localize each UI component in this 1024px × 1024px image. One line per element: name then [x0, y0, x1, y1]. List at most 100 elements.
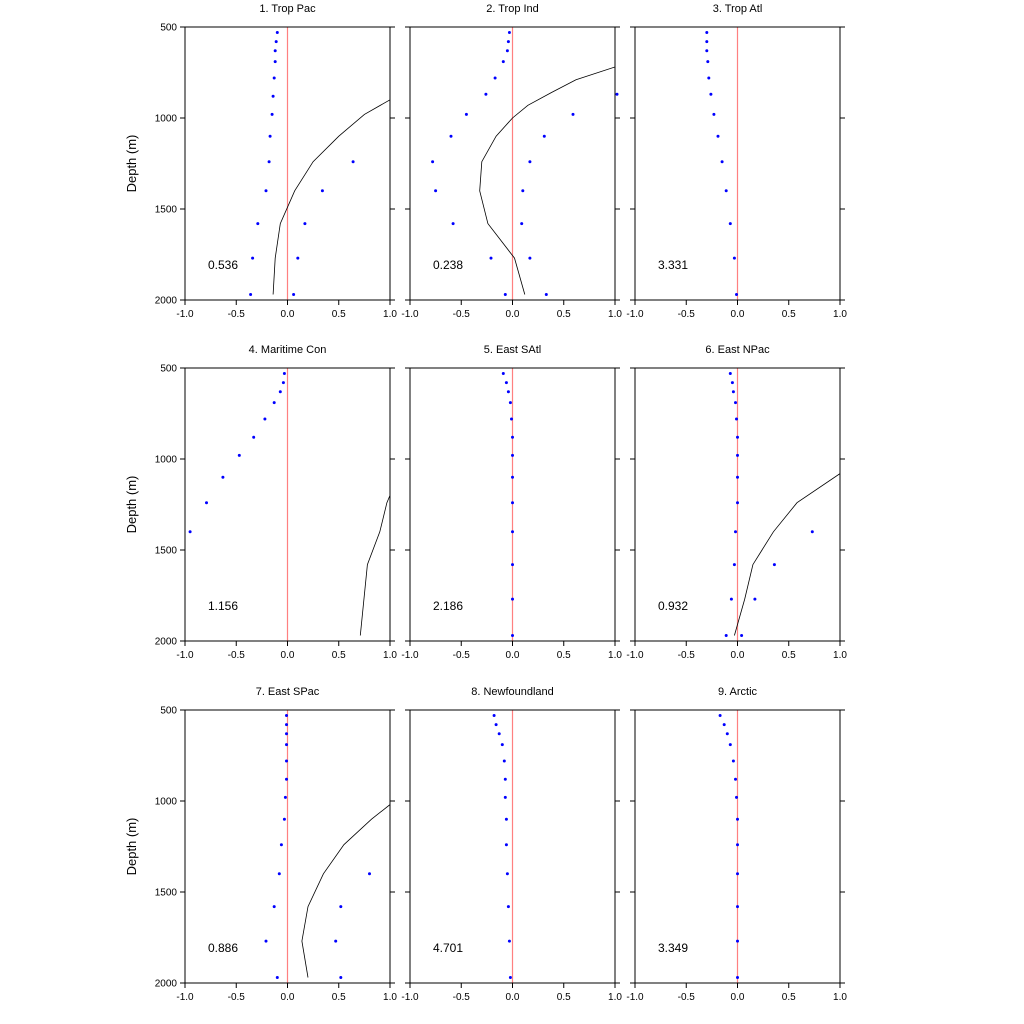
data-point [271, 94, 275, 98]
panel-annotation: 0.886 [208, 941, 238, 955]
y-tick-label: 1000 [155, 114, 178, 125]
x-tick-label: 0.0 [506, 992, 520, 1003]
data-point [279, 843, 283, 847]
data-point [736, 501, 739, 505]
data-point [740, 634, 744, 637]
panel-annotation: 3.349 [658, 941, 688, 955]
data-point [705, 49, 709, 53]
x-tick-label: 0.0 [281, 992, 295, 1003]
data-point [285, 777, 288, 781]
data-point [296, 256, 300, 260]
data-point [273, 49, 277, 53]
data-point [267, 160, 271, 164]
data-point [706, 60, 710, 64]
data-point [501, 60, 505, 64]
x-tick-label: -1.0 [626, 650, 644, 661]
data-point [521, 189, 525, 193]
x-tick-label: -0.5 [228, 309, 246, 320]
panel-annotation: 1.156 [208, 599, 238, 613]
data-point [292, 293, 296, 296]
x-tick-label: 1.0 [608, 992, 622, 1003]
data-point [571, 112, 575, 116]
data-point [506, 40, 510, 44]
data-point [272, 905, 276, 909]
data-point [282, 372, 286, 375]
data-point [505, 872, 509, 876]
data-point [502, 759, 506, 763]
data-point [506, 390, 510, 394]
data-point [734, 530, 737, 534]
x-tick-label: 0.5 [557, 650, 571, 661]
panel-title: 4. Maritime Con [249, 344, 327, 356]
panel-4: -1.0 -0.5 0.0 0.5 1.0 500 1000 1500 2000 4. Marit… [124, 344, 397, 661]
data-point [351, 160, 355, 164]
data-point [252, 435, 256, 439]
data-point [368, 872, 371, 876]
data-point [278, 390, 282, 394]
y-tick-label: 1000 [155, 797, 178, 808]
data-point [728, 222, 732, 226]
x-tick-label: 1.0 [608, 650, 622, 661]
data-point [728, 372, 732, 375]
data-point [736, 905, 739, 909]
x-tick-label: -1.0 [401, 650, 419, 661]
data-point [736, 453, 739, 457]
data-point [736, 939, 739, 943]
panel-annotation: 0.238 [433, 258, 463, 272]
data-point [730, 381, 734, 385]
profile-curve [479, 66, 615, 295]
data-point [431, 160, 435, 164]
data-point [736, 475, 739, 479]
panel-9: -1.0 -0.5 0.0 0.5 1.0 9. Arctic 3.349 [626, 686, 847, 1003]
data-point [511, 475, 514, 479]
data-point [732, 256, 736, 260]
panel-title: 6. East NPac [705, 344, 770, 356]
x-tick-label: -1.0 [176, 992, 194, 1003]
x-tick-label: -1.0 [176, 309, 194, 320]
data-point [729, 597, 733, 601]
x-tick-label: -0.5 [453, 992, 471, 1003]
x-tick-label: 0.0 [731, 309, 745, 320]
x-tick-label: 0.5 [332, 650, 346, 661]
data-point [707, 76, 711, 80]
data-point [736, 817, 739, 821]
x-tick-label: -0.5 [678, 992, 696, 1003]
panel-annotation: 0.536 [208, 258, 238, 272]
y-tick-label: 1500 [155, 546, 178, 557]
data-point [272, 401, 276, 405]
data-point [264, 189, 268, 193]
x-tick-label: -0.5 [678, 309, 696, 320]
x-tick-label: 1.0 [383, 992, 397, 1003]
data-point [736, 843, 739, 847]
data-point [810, 530, 814, 534]
data-point [736, 435, 739, 439]
data-point [508, 976, 512, 979]
data-point [735, 795, 738, 799]
data-point [264, 939, 268, 943]
y-axis-label: Depth (m) [124, 476, 139, 534]
data-point [334, 939, 338, 943]
x-tick-label: -1.0 [176, 650, 194, 661]
panel-6: -1.0 -0.5 0.0 0.5 1.0 6. East NPac 0.932 [626, 344, 847, 661]
data-point [451, 222, 455, 226]
data-point [464, 112, 468, 116]
data-point [722, 723, 726, 727]
x-tick-label: -0.5 [228, 992, 246, 1003]
x-tick-label: 1.0 [833, 992, 847, 1003]
data-point [273, 60, 277, 64]
data-point [718, 714, 722, 717]
data-point [339, 976, 343, 979]
data-point [728, 743, 732, 747]
data-point [272, 76, 276, 80]
data-point [275, 31, 279, 34]
panel-8: -1.0 -0.5 0.0 0.5 1.0 8. Newfoundland 4.701 [401, 686, 622, 1003]
panel-annotation: 2.186 [433, 599, 463, 613]
x-tick-label: 0.5 [557, 309, 571, 320]
y-tick-label: 1500 [155, 888, 178, 899]
data-point [489, 256, 493, 260]
data-point [734, 777, 737, 781]
x-tick-label: 0.0 [731, 650, 745, 661]
data-point [263, 417, 267, 421]
data-point [709, 92, 713, 96]
